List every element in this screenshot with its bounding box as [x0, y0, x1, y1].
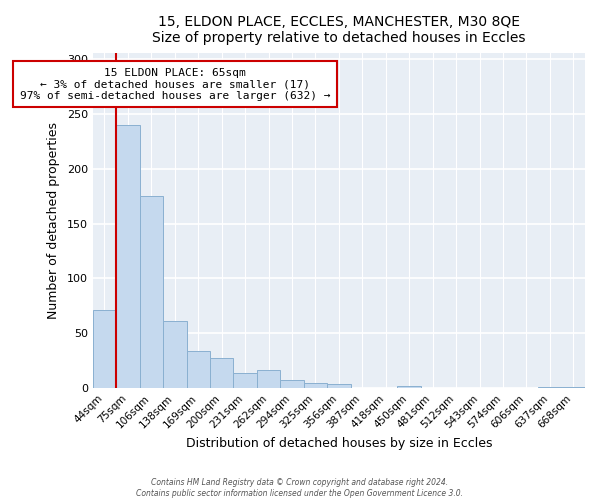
- Bar: [140, 196, 163, 388]
- Bar: [233, 373, 257, 388]
- Bar: [562, 387, 585, 388]
- Bar: [397, 386, 421, 388]
- Bar: [210, 358, 233, 388]
- Bar: [163, 322, 187, 388]
- Text: 15 ELDON PLACE: 65sqm
← 3% of detached houses are smaller (17)
97% of semi-detac: 15 ELDON PLACE: 65sqm ← 3% of detached h…: [20, 68, 330, 101]
- Bar: [538, 387, 562, 388]
- Bar: [116, 124, 140, 388]
- Bar: [280, 380, 304, 388]
- X-axis label: Distribution of detached houses by size in Eccles: Distribution of detached houses by size …: [185, 437, 492, 450]
- Bar: [257, 370, 280, 388]
- Title: 15, ELDON PLACE, ECCLES, MANCHESTER, M30 8QE
Size of property relative to detach: 15, ELDON PLACE, ECCLES, MANCHESTER, M30…: [152, 15, 526, 45]
- Bar: [187, 351, 210, 389]
- Bar: [327, 384, 350, 388]
- Bar: [304, 383, 327, 388]
- Text: Contains HM Land Registry data © Crown copyright and database right 2024.
Contai: Contains HM Land Registry data © Crown c…: [137, 478, 464, 498]
- Y-axis label: Number of detached properties: Number of detached properties: [47, 122, 60, 320]
- Bar: [93, 310, 116, 388]
